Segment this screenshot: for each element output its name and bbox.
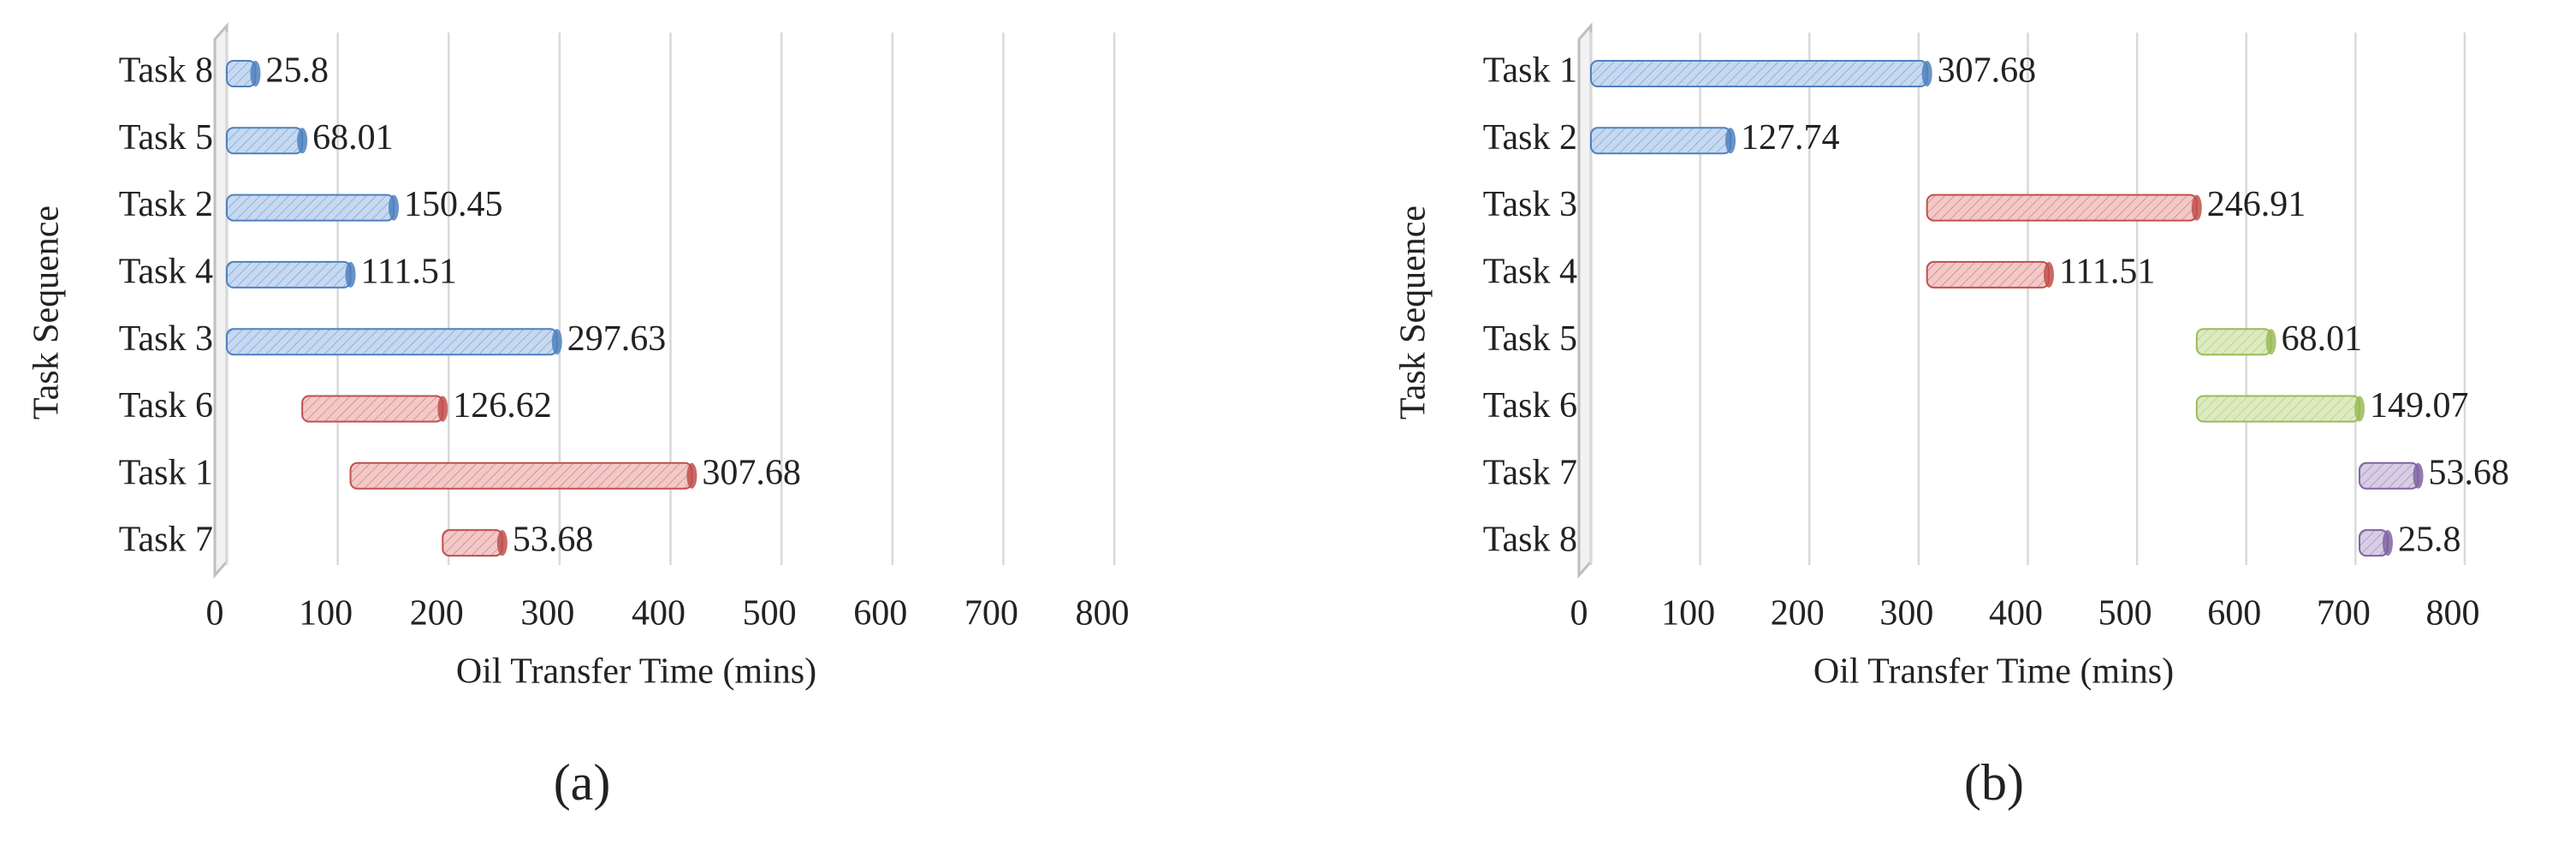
- y-tick-label: Task 4: [1483, 253, 1577, 292]
- value-label: 149.07: [2370, 386, 2469, 425]
- x-tick-label: 100: [299, 594, 353, 634]
- value-label: 111.51: [361, 253, 457, 292]
- bar-cap: [297, 128, 308, 154]
- bar: [301, 395, 444, 423]
- bar-cap: [2265, 329, 2276, 355]
- y-tick-label: Task 8: [1483, 521, 1577, 560]
- bar: [1926, 193, 2198, 222]
- bar: [2195, 328, 2272, 356]
- value-label: 307.68: [1938, 51, 2037, 91]
- bar: [1590, 127, 1732, 155]
- x-axis-label: Oil Transfer Time (mins): [456, 652, 816, 692]
- x-tick-label: 300: [520, 594, 574, 634]
- value-label: 297.63: [567, 319, 667, 359]
- value-label: 25.8: [2398, 521, 2461, 560]
- value-label: 68.01: [312, 118, 394, 158]
- bar: [2195, 395, 2361, 423]
- y-tick-label: Task 2: [1483, 118, 1577, 158]
- y-tick-label: Task 1: [119, 453, 213, 492]
- x-tick-label: 600: [853, 594, 907, 634]
- panel-label: (a): [554, 754, 611, 811]
- y-tick-label: Task 4: [119, 253, 213, 292]
- bar-cap: [389, 194, 400, 221]
- y-tick-label: Task 8: [119, 51, 213, 91]
- y-tick-label: Task 6: [1483, 386, 1577, 425]
- bar-cap: [551, 329, 562, 355]
- y-tick-label: Task 1: [1483, 51, 1577, 91]
- y-tick-label: Task 3: [119, 319, 213, 359]
- bar-cap: [250, 61, 261, 86]
- bar-cap: [686, 462, 697, 489]
- bar-cap: [2413, 462, 2424, 489]
- x-tick-label: 200: [1771, 594, 1825, 634]
- bar-cap: [496, 530, 507, 556]
- value-label: 53.68: [2429, 453, 2510, 492]
- bar-cap: [345, 261, 356, 288]
- y-axis-label: Task Sequence: [1394, 205, 1433, 420]
- x-axis-label: Oil Transfer Time (mins): [1813, 652, 2174, 692]
- bar: [226, 127, 304, 155]
- x-tick-label: 800: [2426, 594, 2480, 634]
- bar: [1926, 260, 2050, 289]
- x-tick-label: 0: [206, 594, 224, 634]
- x-tick-label: 200: [410, 594, 464, 634]
- value-label: 127.74: [1741, 118, 1840, 158]
- x-tick-label: 0: [1570, 594, 1588, 634]
- bar: [442, 529, 503, 557]
- bar-cap: [1921, 61, 1932, 86]
- value-label: 246.91: [2207, 185, 2306, 224]
- x-tick-label: 700: [2317, 594, 2371, 634]
- y-tick-label: Task 7: [119, 521, 213, 560]
- bar-cap: [2354, 396, 2365, 422]
- x-tick-label: 300: [1879, 594, 1933, 634]
- x-tick-label: 600: [2207, 594, 2261, 634]
- value-label: 307.68: [702, 453, 801, 492]
- panel-label: (b): [1964, 754, 2024, 811]
- x-tick-label: 500: [2098, 594, 2152, 634]
- value-label: 25.8: [265, 51, 329, 91]
- x-tick-label: 100: [1661, 594, 1715, 634]
- value-label: 53.68: [513, 521, 594, 560]
- value-label: 111.51: [2059, 253, 2155, 292]
- y-axis-label: Task Sequence: [27, 205, 67, 420]
- bar-cap: [2191, 194, 2202, 221]
- y-tick-label: Task 7: [1483, 453, 1577, 492]
- bar-cap: [2382, 530, 2393, 556]
- y-tick-label: Task 2: [119, 185, 213, 224]
- bar: [1590, 60, 1928, 87]
- y-tick-label: Task 3: [1483, 185, 1577, 224]
- x-tick-label: 800: [1076, 594, 1130, 634]
- bar: [349, 461, 693, 490]
- bar: [226, 193, 395, 222]
- y-tick-label: Task 5: [119, 118, 213, 158]
- bar: [226, 260, 352, 289]
- x-tick-label: 400: [632, 594, 686, 634]
- bar-cap: [437, 396, 448, 422]
- bar: [226, 328, 558, 356]
- x-tick-label: 700: [965, 594, 1018, 634]
- x-tick-label: 500: [743, 594, 797, 634]
- bar: [2359, 461, 2419, 490]
- value-label: 68.01: [2282, 319, 2363, 359]
- value-label: 126.62: [453, 386, 552, 425]
- y-tick-label: Task 5: [1483, 319, 1577, 359]
- back-wall: [1577, 22, 1593, 579]
- x-tick-label: 400: [1989, 594, 2043, 634]
- y-tick-label: Task 6: [119, 386, 213, 425]
- back-wall: [213, 22, 229, 579]
- bar-cap: [1725, 128, 1736, 154]
- value-label: 150.45: [404, 185, 503, 224]
- bar-cap: [2043, 261, 2054, 288]
